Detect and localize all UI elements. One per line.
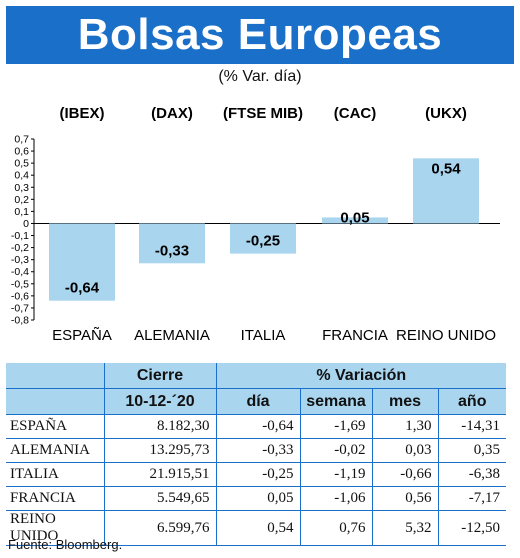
header-blank-1 [6, 363, 104, 389]
y-tick-label: -0,2 [11, 242, 29, 254]
y-tick-label: 0 [23, 218, 29, 230]
chart-subtitle: (% Var. día) [218, 68, 302, 85]
cell-semana: 0,76 [299, 510, 372, 546]
cell-name: ITALIA [6, 462, 104, 487]
cell-semana: -1,19 [299, 462, 372, 487]
index-label: (FTSE MIB) [223, 105, 303, 122]
bar-italia [230, 223, 296, 254]
cell-semana: -1,06 [299, 486, 372, 511]
cell-dia: -0,33 [215, 438, 300, 463]
cell-name: REINO UNIDO [6, 510, 104, 546]
category-label: ALEMANIA [134, 327, 210, 344]
cell-ano: -7,17 [437, 486, 507, 511]
index-label: (CAC) [334, 105, 377, 122]
header-mes: mes [371, 388, 438, 415]
table-row: ITALIA 21.915,51 -0,25 -1,19 -0,66 -6,38 [6, 462, 507, 487]
header-cierre: Cierre [103, 363, 216, 389]
table-row: REINO UNIDO 6.599,76 0,54 0,76 5,32 -12,50 [6, 510, 507, 546]
bar-reino-unido [413, 158, 479, 224]
cell-dia: -0,64 [215, 414, 300, 439]
cell-name: ESPAÑA [6, 414, 104, 439]
category-label: ESPAÑA [52, 327, 112, 344]
cell-dia: 0,05 [215, 486, 300, 511]
y-tick-label: 0,3 [14, 182, 29, 194]
cell-ano: -12,50 [437, 510, 507, 546]
y-tick-label: 0,6 [14, 146, 29, 158]
cell-cierre: 6.599,76 [103, 510, 216, 546]
cell-mes: 0,03 [371, 438, 438, 463]
bar-chart: 0,70,60,50,40,30,20,10-0,1-0,2-0,3-0,4-0… [11, 105, 500, 344]
cell-mes: -0,66 [371, 462, 438, 487]
source-note: Fuente: Bloomberg. [8, 537, 123, 552]
header-date: 10-12-´20 [103, 388, 216, 415]
cell-name: FRANCIA [6, 486, 104, 511]
y-tick-label: 0,1 [14, 206, 29, 218]
cell-ano: -14,31 [437, 414, 507, 439]
y-tick-label: -0,7 [11, 302, 29, 314]
data-label: 0,54 [431, 160, 461, 177]
cell-mes: 0,56 [371, 486, 438, 511]
category-label: ITALIA [241, 327, 286, 344]
data-label: -0,25 [246, 233, 280, 250]
data-label: -0,33 [155, 242, 189, 259]
cell-dia: 0,54 [215, 510, 300, 546]
cell-name: ALEMANIA [6, 438, 104, 463]
y-tick-label: 0,7 [14, 134, 29, 146]
cell-dia: -0,25 [215, 462, 300, 487]
y-tick-label: -0,3 [11, 254, 29, 266]
cell-mes: 1,30 [371, 414, 438, 439]
data-table: Cierre % Variación 10-12-´20 día semana … [6, 363, 507, 546]
header-blank-2 [6, 388, 104, 415]
cell-ano: 0,35 [437, 438, 507, 463]
y-tick-label: 0,5 [14, 158, 29, 170]
table-row: FRANCIA 5.549,65 0,05 -1,06 0,56 -7,17 [6, 486, 507, 511]
cell-cierre: 21.915,51 [103, 462, 216, 487]
data-label: 0,05 [340, 209, 369, 226]
category-label: FRANCIA [322, 327, 388, 344]
bar-francia [322, 217, 388, 224]
cell-cierre: 13.295,73 [103, 438, 216, 463]
header-semana: semana [299, 388, 372, 415]
y-tick-label: -0,5 [11, 278, 29, 290]
y-tick-label: -0,6 [11, 290, 29, 302]
cell-ano: -6,38 [437, 462, 507, 487]
index-label: (DAX) [151, 105, 193, 122]
table-row: ALEMANIA 13.295,73 -0,33 -0,02 0,03 0,35 [6, 438, 507, 463]
data-label: -0,64 [65, 280, 100, 297]
index-label: (IBEX) [60, 105, 105, 122]
header-variacion: % Variación [215, 363, 507, 389]
cell-cierre: 8.182,30 [103, 414, 216, 439]
y-tick-label: 0,4 [14, 170, 29, 182]
category-label: REINO UNIDO [396, 327, 496, 344]
header-ano: año [437, 388, 507, 415]
index-label: (UKX) [425, 105, 467, 122]
y-tick-label: -0,1 [11, 230, 29, 242]
title-bar: Bolsas Europeas [6, 6, 514, 64]
table-row: ESPAÑA 8.182,30 -0,64 -1,69 1,30 -14,31 [6, 414, 507, 439]
cell-cierre: 5.549,65 [103, 486, 216, 511]
header-dia: día [215, 388, 300, 415]
y-tick-label: -0,4 [11, 266, 29, 278]
page-title: Bolsas Europeas [77, 10, 443, 59]
y-tick-label: -0,8 [11, 315, 29, 327]
bar-alemania [139, 223, 205, 264]
bar-españa [49, 223, 115, 301]
cell-semana: -1,69 [299, 414, 372, 439]
cell-mes: 5,32 [371, 510, 438, 546]
cell-semana: -0,02 [299, 438, 372, 463]
y-tick-label: 0,2 [14, 194, 29, 206]
